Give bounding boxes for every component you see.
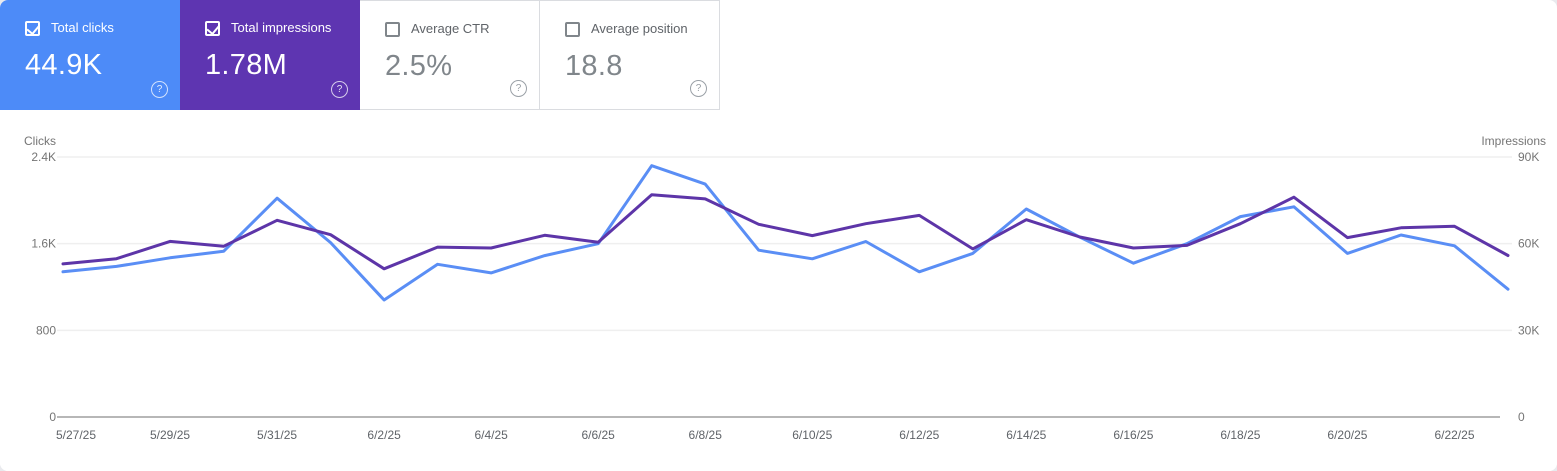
checkbox-checked-icon[interactable] [25, 20, 40, 36]
right-axis-tick: 60K [1518, 237, 1539, 251]
impressions-line[interactable] [61, 193, 1510, 271]
metric-label: Total clicks [51, 20, 114, 35]
metric-label: Average CTR [411, 21, 490, 36]
metric-label: Total impressions [231, 20, 332, 35]
left-axis-tick: 0 [49, 410, 56, 424]
x-axis-label: 6/18/25 [1220, 428, 1260, 442]
left-axis-title: Clicks [24, 134, 56, 148]
checkbox-unchecked-icon[interactable] [565, 21, 580, 37]
x-axis-label: 5/31/25 [257, 428, 297, 442]
x-axis-label: 6/4/25 [474, 428, 508, 442]
right-axis-tick: 30K [1518, 323, 1539, 337]
metric-card-header: Total clicks [25, 20, 180, 36]
x-axis-label: 6/12/25 [899, 428, 939, 442]
x-axis-label: 6/2/25 [367, 428, 401, 442]
performance-chart[interactable]: Clicks Impressions 2.4K 1.6K 800 0 90K 60K 30K 0 5… [0, 110, 1557, 471]
x-axis-label: 6/8/25 [689, 428, 723, 442]
right-axis-title: Impressions [1481, 134, 1546, 148]
metric-card-average-position[interactable]: Average position 18.8 ? [540, 0, 720, 110]
metric-card-total-impressions[interactable]: Total impressions 1.78M ? [180, 0, 360, 110]
metric-value: 18.8 [565, 50, 623, 82]
x-axis-label: 6/10/25 [792, 428, 832, 442]
x-axis-label: 6/6/25 [581, 428, 615, 442]
metric-card-header: Average CTR [385, 21, 539, 37]
help-icon[interactable]: ? [690, 80, 707, 97]
checkbox-checked-icon[interactable] [205, 20, 220, 36]
checkbox-unchecked-icon[interactable] [385, 21, 400, 37]
left-axis-tick: 1.6K [31, 237, 56, 251]
right-axis-tick: 90K [1518, 150, 1539, 164]
x-axis-label: 6/20/25 [1327, 428, 1367, 442]
metric-cards-row: Total clicks 44.9K ? Total impressions 1… [0, 0, 1557, 110]
performance-chart-svg[interactable]: Clicks Impressions2.4K1.6K800090K60K30K05… [0, 110, 1557, 471]
help-icon[interactable]: ? [510, 80, 527, 97]
help-icon[interactable]: ? [151, 81, 168, 98]
clicks-line[interactable] [61, 164, 1510, 302]
metric-card-average-ctr[interactable]: Average CTR 2.5% ? [360, 0, 540, 110]
right-axis-tick: 0 [1518, 410, 1525, 424]
x-axis-label: 6/22/25 [1434, 428, 1474, 442]
x-axis-label: 6/16/25 [1113, 428, 1153, 442]
left-axis-tick: 800 [36, 323, 56, 337]
x-axis-label: 5/27/25 [56, 428, 96, 442]
help-icon[interactable]: ? [331, 81, 348, 98]
metric-card-total-clicks[interactable]: Total clicks 44.9K ? [0, 0, 180, 110]
metric-value: 44.9K [25, 49, 103, 81]
metric-card-header: Average position [565, 21, 719, 37]
metric-value: 2.5% [385, 50, 453, 82]
left-axis-tick: 2.4K [31, 150, 56, 164]
metric-label: Average position [591, 21, 688, 36]
x-axis-label: 5/29/25 [150, 428, 190, 442]
metric-value: 1.78M [205, 49, 288, 81]
x-axis-label: 6/14/25 [1006, 428, 1046, 442]
metric-card-header: Total impressions [205, 20, 360, 36]
